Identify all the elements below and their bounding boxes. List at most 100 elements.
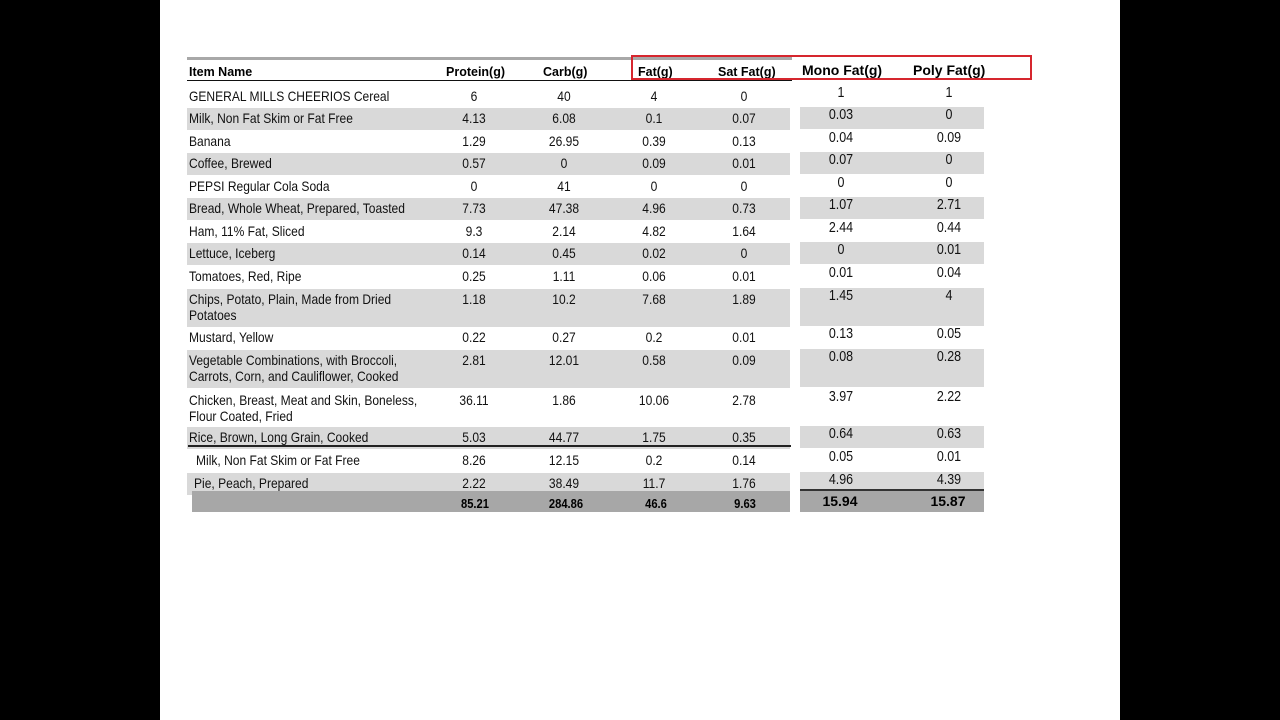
- cell-carb: 1.86: [552, 392, 576, 408]
- cell-protein: 0.22: [462, 329, 486, 345]
- total-carb: 284.86: [548, 496, 584, 511]
- item-name-line2: Flour Coated, Fried: [189, 408, 293, 424]
- cell-protein: 1.18: [462, 291, 486, 307]
- cell-fat: 0.2: [645, 452, 663, 468]
- cell-carb: 26.95: [548, 133, 580, 149]
- table-row-shade: [187, 427, 790, 449]
- cell-satfat: 0.73: [732, 200, 756, 216]
- table-row-shade: [187, 108, 790, 130]
- item-name: Rice, Brown, Long Grain, Cooked: [189, 429, 369, 445]
- cell-poly: 1: [945, 85, 953, 101]
- total-fat: 46.6: [645, 496, 667, 511]
- cell-poly: 4: [945, 288, 953, 304]
- item-name: Chicken, Breast, Meat and Skin, Boneless…: [189, 392, 418, 408]
- cell-mono: 0: [837, 242, 845, 258]
- cell-carb: 44.77: [548, 429, 580, 445]
- item-name-line2: Carrots, Corn, and Cauliflower, Cooked: [189, 368, 399, 384]
- cell-carb: 12.01: [548, 352, 580, 368]
- cell-fat: 0.58: [642, 352, 666, 368]
- table-row-shade-right: [800, 288, 984, 326]
- cell-satfat: 1.76: [732, 475, 756, 491]
- cell-carb: 10.2: [552, 291, 576, 307]
- item-name: Lettuce, Iceberg: [189, 245, 276, 261]
- cell-fat: 4: [650, 88, 658, 104]
- cell-satfat: 0.14: [732, 452, 756, 468]
- cell-satfat: 0.01: [732, 268, 756, 284]
- cell-satfat: 0: [740, 178, 748, 194]
- cell-fat: 0.39: [642, 133, 666, 149]
- cell-mono: 1.07: [828, 197, 854, 213]
- cell-protein: 4.13: [462, 110, 486, 126]
- item-name: Mustard, Yellow: [189, 329, 274, 345]
- cell-satfat: 0.13: [732, 133, 756, 149]
- cell-protein: 7.73: [462, 200, 486, 216]
- cell-satfat: 0.01: [732, 155, 756, 171]
- cell-poly: 0.01: [936, 449, 962, 465]
- table-row-shade-right: [800, 152, 984, 174]
- cell-satfat: 1.89: [732, 291, 756, 307]
- cell-mono: 0.08: [828, 349, 854, 365]
- item-name: GENERAL MILLS CHEERIOS Cereal: [189, 88, 390, 104]
- highlight-box: [631, 55, 1032, 80]
- header-fat: Fat(g): [638, 65, 673, 79]
- table-row-shade: [187, 198, 790, 220]
- cell-protein: 0: [470, 178, 478, 194]
- item-name: Milk, Non Fat Skim or Fat Free: [189, 110, 353, 126]
- cell-mono: 2.44: [828, 220, 854, 236]
- total-poly-fat: 15.87: [930, 493, 966, 509]
- header-carb: Carb(g): [543, 65, 588, 79]
- cell-protein: 36.11: [459, 392, 489, 408]
- cell-poly: 2.71: [936, 197, 962, 213]
- header-item-name: Item Name: [189, 65, 253, 79]
- item-name: Milk, Non Fat Skim or Fat Free: [196, 452, 360, 468]
- cell-fat: 4.82: [642, 223, 666, 239]
- cell-poly: 0.63: [936, 426, 962, 442]
- cell-satfat: 0: [740, 88, 748, 104]
- cell-poly: 0.05: [936, 326, 962, 342]
- header-sat-fat: Sat Fat(g): [718, 65, 776, 79]
- cell-carb: 0: [560, 155, 568, 171]
- table-top-rule: [187, 57, 792, 60]
- table-row-shade-right: [800, 472, 984, 494]
- cell-protein: 0.25: [462, 268, 486, 284]
- item-name: PEPSI Regular Cola Soda: [189, 178, 330, 194]
- header-underline: [187, 80, 792, 81]
- item-name: Ham, 11% Fat, Sliced: [189, 223, 305, 239]
- item-name-line2: Potatoes: [189, 307, 237, 323]
- cell-protein: 6: [470, 88, 478, 104]
- cell-carb: 0.27: [552, 329, 576, 345]
- item-name: Vegetable Combinations, with Broccoli,: [189, 352, 398, 368]
- cell-poly: 0.44: [936, 220, 962, 236]
- cell-satfat: 2.78: [732, 392, 756, 408]
- cell-carb: 12.15: [548, 452, 580, 468]
- table-row-shade: [187, 243, 790, 265]
- table-row-shade: [187, 350, 790, 388]
- cell-fat: 0: [650, 178, 658, 194]
- cell-protein: 5.03: [462, 429, 486, 445]
- total-mono-fat: 15.94: [822, 493, 858, 509]
- cell-protein: 2.81: [462, 352, 486, 368]
- cell-satfat: 0.35: [732, 429, 756, 445]
- table-row-shade: [187, 473, 790, 495]
- cell-protein: 9.3: [465, 223, 483, 239]
- cell-poly: 0.01: [936, 242, 962, 258]
- cell-mono: 4.96: [828, 472, 854, 488]
- cell-poly: 0.28: [936, 349, 962, 365]
- table-row-shade-right: [800, 197, 984, 219]
- cell-fat: 0.02: [642, 245, 666, 261]
- header-mono-fat: Mono Fat(g): [802, 62, 883, 78]
- cell-carb: 0.45: [552, 245, 576, 261]
- cell-fat: 11.7: [642, 475, 666, 491]
- cell-poly: 0: [945, 107, 953, 123]
- total-sat-fat: 9.63: [734, 496, 756, 511]
- cell-fat: 1.75: [642, 429, 666, 445]
- cell-satfat: 1.64: [732, 223, 756, 239]
- table-row-shade-right: [800, 242, 984, 264]
- total-protein: 85.21: [460, 496, 489, 511]
- cell-carb: 41: [557, 178, 571, 194]
- cell-fat: 7.68: [642, 291, 666, 307]
- table-row-shade: [187, 153, 790, 175]
- cell-fat: 4.96: [642, 200, 666, 216]
- cell-mono: 0.13: [828, 326, 854, 342]
- cell-poly: 0: [945, 175, 953, 191]
